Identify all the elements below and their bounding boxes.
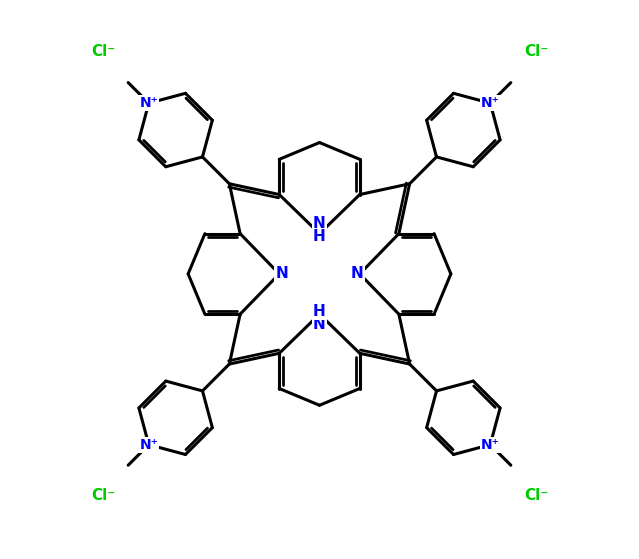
Text: N: N [313,317,326,331]
Text: Cl⁻: Cl⁻ [91,44,115,59]
Text: N: N [351,267,364,281]
Text: H: H [313,304,326,319]
Text: N⁺: N⁺ [139,438,158,452]
Text: N⁺: N⁺ [139,96,158,110]
Text: N: N [313,216,326,231]
Text: Cl⁻: Cl⁻ [91,489,115,504]
Text: N: N [275,267,288,281]
Text: N⁺: N⁺ [481,438,500,452]
Text: H: H [313,229,326,244]
Text: Cl⁻: Cl⁻ [524,44,548,59]
Text: Cl⁻: Cl⁻ [524,489,548,504]
Text: N⁺: N⁺ [481,96,500,110]
